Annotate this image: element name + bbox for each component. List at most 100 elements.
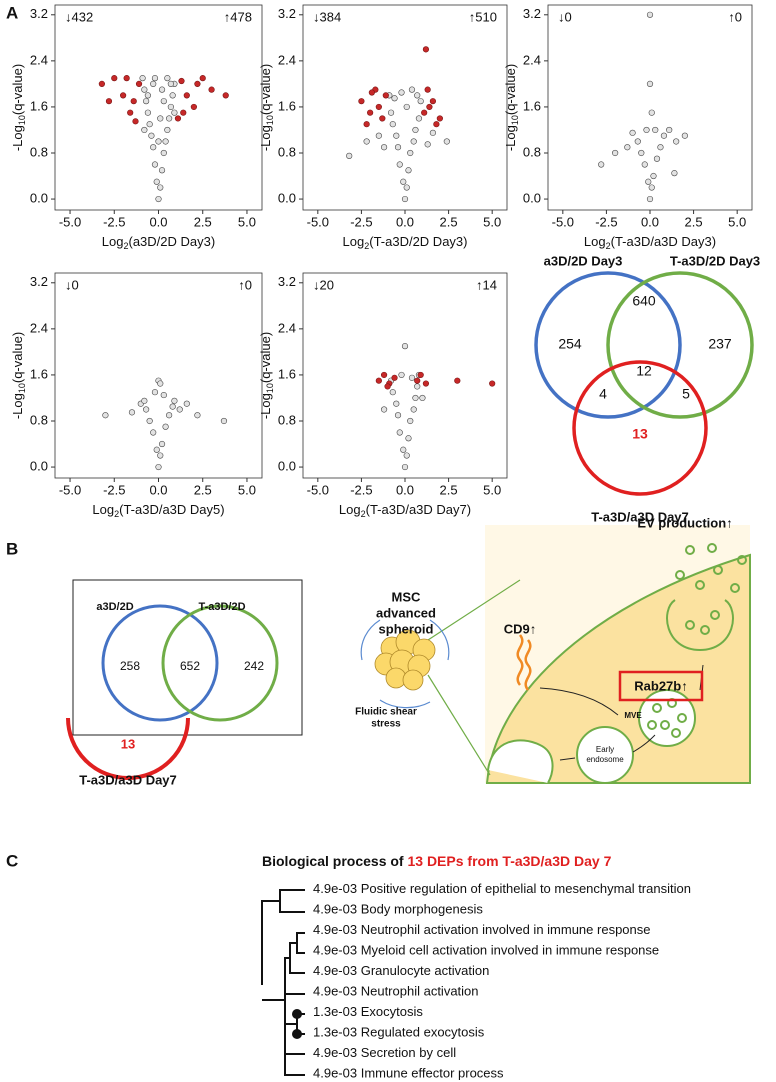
x-tick-label: -2.5 <box>350 214 372 229</box>
label-part: 10 <box>265 115 275 125</box>
term: 4.9e-03 Neutrophil activation involved i… <box>313 922 650 937</box>
point <box>166 412 173 419</box>
point <box>405 435 412 442</box>
point <box>363 138 370 145</box>
point <box>141 126 148 134</box>
y-tick-label: 1.6 <box>523 98 541 113</box>
point <box>155 138 162 145</box>
point <box>401 463 409 471</box>
venn-label: T-a3D/2D Day3 <box>670 253 760 268</box>
x-axis-label: Log2(T-a3D/a3D Day7) <box>339 502 471 519</box>
p-value: 4.9e-03 <box>313 922 357 937</box>
point <box>150 429 157 436</box>
point <box>410 138 417 145</box>
point <box>393 400 400 407</box>
point <box>162 423 169 430</box>
venn-count: 258 <box>120 659 140 673</box>
down-count: ↓0 <box>65 277 79 292</box>
term-name: Granulocyte activation <box>361 963 490 978</box>
label-part: Log <box>339 502 361 517</box>
point <box>641 161 648 168</box>
title-highlight: 13 DEPs from T-a3D/a3D Day 7 <box>407 853 611 869</box>
sig-point <box>180 109 187 116</box>
venn-label: a3D/2D Day3 <box>544 253 623 268</box>
venn-count: 254 <box>558 336 582 352</box>
point <box>652 126 659 134</box>
point <box>160 391 167 399</box>
x-tick-label: 0.0 <box>641 214 659 229</box>
label-part: 2 <box>606 241 611 251</box>
point <box>153 178 160 185</box>
point <box>653 155 661 162</box>
point <box>657 144 664 151</box>
sig-point <box>183 92 190 99</box>
sig-point <box>194 80 201 87</box>
sig-point <box>222 92 229 99</box>
y-tick-label: 2.4 <box>30 52 48 67</box>
sig-point <box>375 377 382 384</box>
point <box>412 394 419 402</box>
up-count: ↑0 <box>728 9 742 24</box>
sig-point <box>384 383 391 390</box>
point <box>671 170 678 177</box>
point <box>143 406 150 413</box>
x-tick-label: 2.5 <box>194 214 212 229</box>
x-tick-label: 5.0 <box>238 482 256 497</box>
sig-point <box>132 118 139 125</box>
point <box>164 75 171 82</box>
venn-circle <box>572 360 708 496</box>
title-lead: Biological process of <box>262 853 407 869</box>
x-axis-label: Log2(T-a3D/2D Day3) <box>343 234 468 251</box>
sig-point <box>367 109 374 116</box>
y-tick-label: 2.4 <box>278 320 296 335</box>
label-part: 10 <box>17 115 27 125</box>
sig-point <box>174 115 182 122</box>
point <box>398 89 405 96</box>
label-part: (T-a3D/a3D Day5) <box>119 502 224 517</box>
x-tick-label: -2.5 <box>350 482 372 497</box>
term-name: Secretion by cell <box>361 1045 456 1060</box>
term: 4.9e-03 Body morphogenesis <box>313 902 483 917</box>
sig-point <box>130 98 137 105</box>
panel-label: C <box>6 851 18 870</box>
term: 4.9e-03 Immune effector process <box>313 1066 504 1081</box>
p-value: 4.9e-03 <box>313 984 357 999</box>
point <box>148 132 155 139</box>
point <box>673 138 680 145</box>
point <box>139 75 146 82</box>
label-part: Log <box>92 502 114 517</box>
point <box>169 92 176 99</box>
term-name: Neutrophil activation involved in immune… <box>361 922 651 937</box>
label-part: -Log <box>258 125 273 151</box>
label-part: Log <box>584 234 606 249</box>
shear-label: stress <box>371 719 401 730</box>
vesicles <box>647 543 747 738</box>
x-tick-label: 2.5 <box>440 214 458 229</box>
sig-point <box>98 80 105 87</box>
sig-point <box>358 98 365 105</box>
point <box>681 132 688 139</box>
early-endosome <box>576 726 634 784</box>
y-tick-label: 1.6 <box>278 98 296 113</box>
y-tick-label: 3.2 <box>278 274 296 289</box>
point <box>143 98 150 105</box>
term: 1.3e-03 Exocytosis <box>313 1004 423 1019</box>
venn-count: 4 <box>599 386 607 402</box>
point <box>160 149 167 157</box>
point <box>346 152 353 159</box>
venn-count: 652 <box>180 659 200 673</box>
point <box>393 132 400 139</box>
point <box>403 103 410 111</box>
x-tick-label: 0.0 <box>149 482 167 497</box>
point <box>419 394 426 402</box>
label-part: 2 <box>123 241 128 251</box>
p-value: 4.9e-03 <box>313 1066 357 1081</box>
point <box>160 98 167 105</box>
x-tick-label: 5.0 <box>483 214 501 229</box>
venn-count: 5 <box>682 386 690 402</box>
x-tick-label: 0.0 <box>149 214 167 229</box>
point <box>646 11 654 18</box>
dendrogram <box>261 889 305 1076</box>
term: 4.9e-03 Secretion by cell <box>313 1045 456 1060</box>
x-axis-label: Log2(a3D/2D Day3) <box>102 234 215 251</box>
